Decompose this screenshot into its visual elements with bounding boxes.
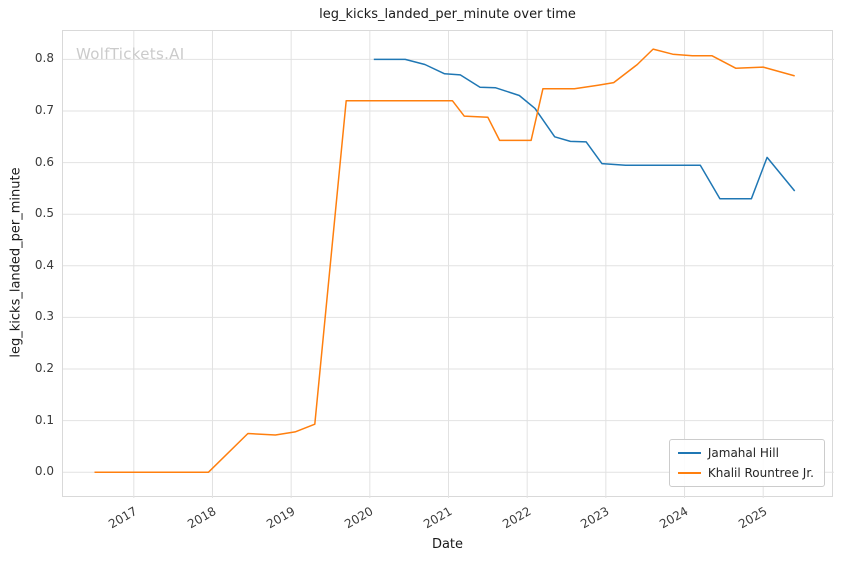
y-tick-label: 0.1 <box>34 412 54 427</box>
y-tick-label: 0.7 <box>34 102 54 117</box>
plot-area: WolfTickets.AI Jamahal Hill Khalil Rount… <box>62 30 834 498</box>
y-tick-label: 0.6 <box>34 154 54 169</box>
x-tick-label: 2025 <box>735 504 770 532</box>
y-tick-label: 0.2 <box>34 360 54 375</box>
plot-canvas <box>63 31 834 498</box>
x-tick-label: 2019 <box>263 504 298 532</box>
x-axis-label: Date <box>431 537 464 552</box>
x-tick-label: 2024 <box>657 504 691 532</box>
watermark: WolfTickets.AI <box>76 45 185 63</box>
x-tick-label: 2017 <box>106 504 140 532</box>
y-tick-label: 0.3 <box>34 309 54 324</box>
x-tick-label: 2018 <box>185 504 219 532</box>
legend-label-jamahal-hill: Jamahal Hill <box>707 446 779 460</box>
x-tick-label: 2020 <box>342 504 376 532</box>
legend-entry-khalil-rountree: Khalil Rountree Jr. <box>677 466 814 480</box>
y-tick-label: 0.4 <box>34 257 54 272</box>
series-line-1 <box>94 48 795 473</box>
chart-title: leg_kicks_landed_per_minute over time <box>319 7 576 22</box>
x-tick-label: 2023 <box>578 504 612 532</box>
series-line-0 <box>373 58 796 200</box>
legend: Jamahal Hill Khalil Rountree Jr. <box>668 439 825 487</box>
legend-entry-jamahal-hill: Jamahal Hill <box>677 446 814 460</box>
x-tick-label: 2022 <box>499 504 534 532</box>
legend-label-khalil-rountree: Khalil Rountree Jr. <box>707 466 814 480</box>
y-tick-label: 0.0 <box>34 464 54 479</box>
x-tick-label: 2021 <box>421 504 455 532</box>
legend-line-swatch-orange <box>677 472 701 474</box>
y-tick-label: 0.5 <box>34 206 54 221</box>
legend-line-swatch-blue <box>677 452 701 454</box>
y-tick-label: 0.8 <box>34 51 54 66</box>
